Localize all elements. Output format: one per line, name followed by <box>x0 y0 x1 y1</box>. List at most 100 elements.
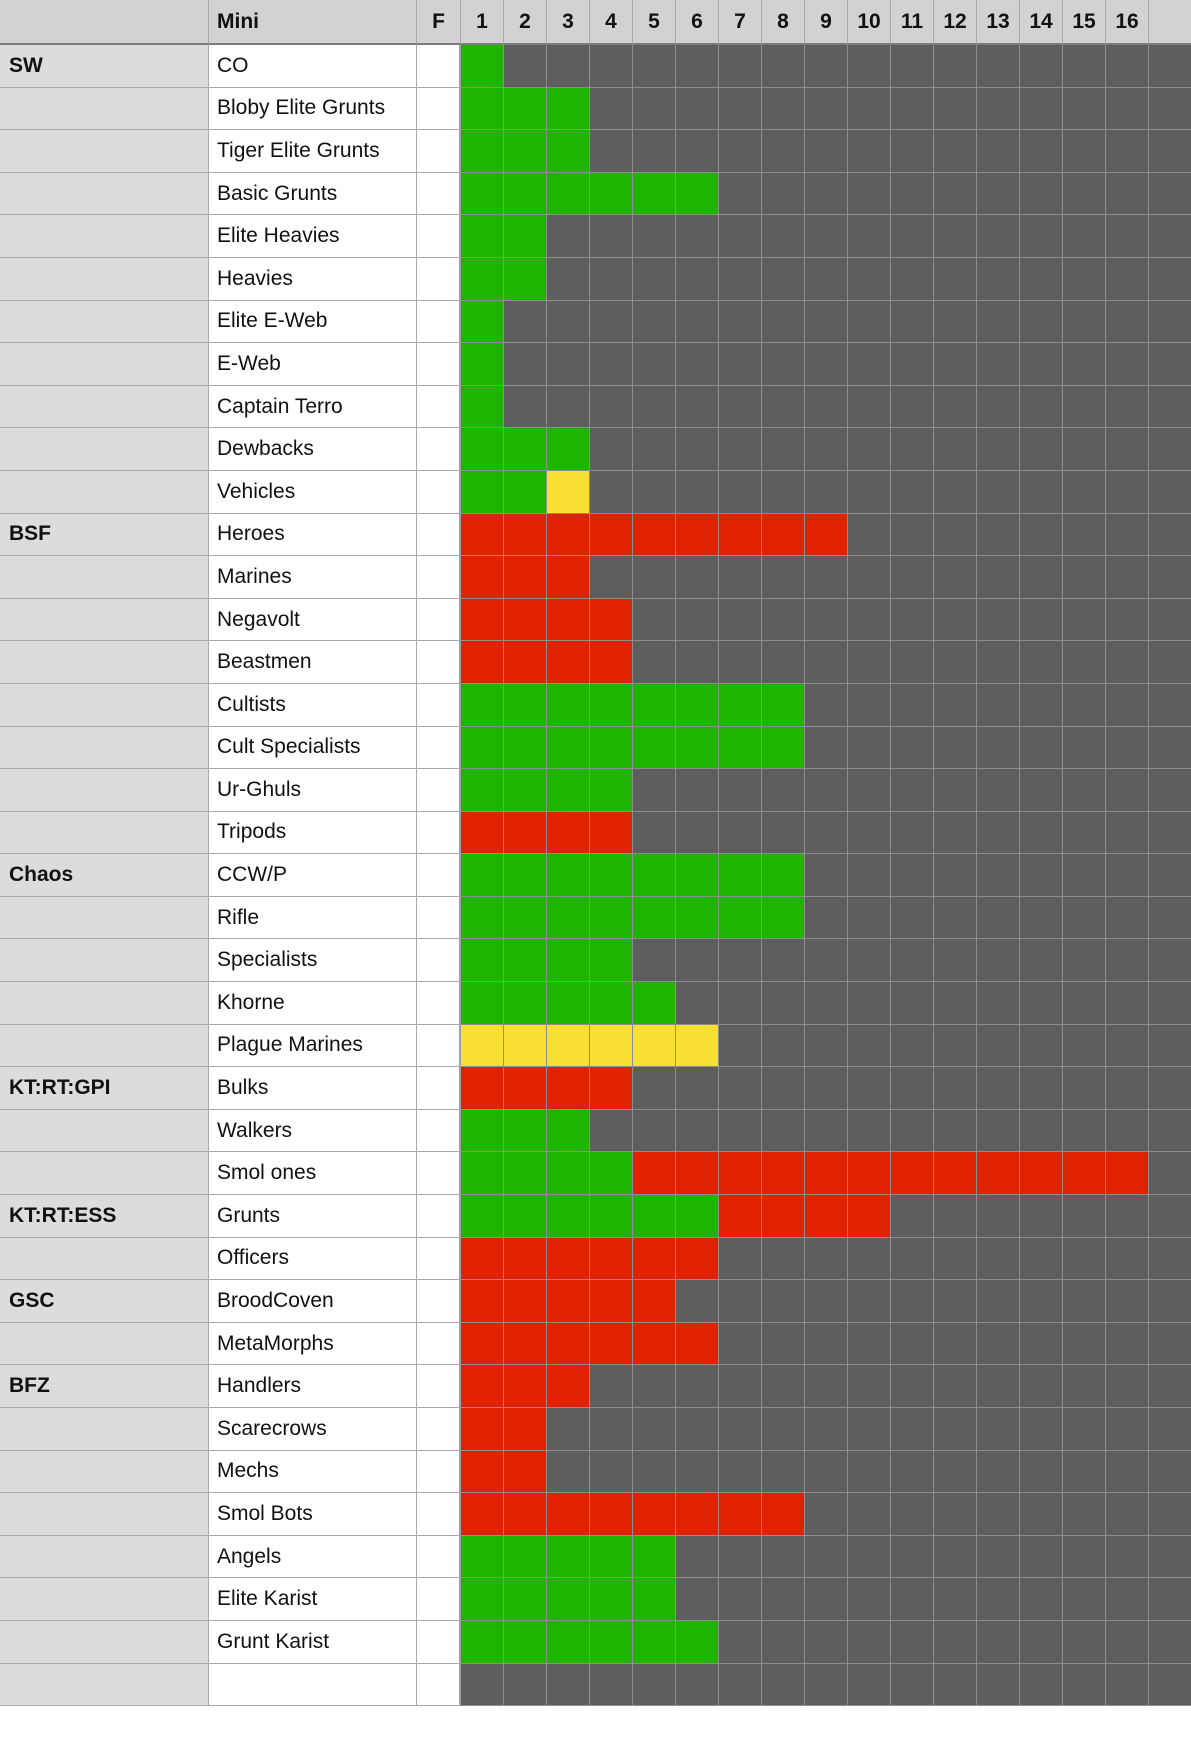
mini-name-cell[interactable]: Elite Heavies <box>209 215 417 258</box>
step-cell[interactable] <box>891 1195 934 1238</box>
step-cell[interactable] <box>676 939 719 983</box>
step-cell[interactable] <box>504 1067 547 1110</box>
step-cell[interactable] <box>547 428 590 471</box>
step-cell[interactable] <box>1020 982 1063 1025</box>
step-cell[interactable] <box>848 385 891 429</box>
step-cell[interactable] <box>547 598 590 642</box>
step-cell[interactable] <box>590 769 633 812</box>
step-cell[interactable] <box>1063 896 1106 940</box>
step-cell[interactable] <box>719 257 762 301</box>
f-cell[interactable] <box>417 87 461 131</box>
step-cell[interactable] <box>633 598 676 642</box>
step-cell[interactable] <box>504 1450 547 1494</box>
step-cell[interactable] <box>590 1663 633 1707</box>
step-cell[interactable] <box>934 811 977 855</box>
step-cell[interactable] <box>1063 428 1106 471</box>
step-cell[interactable] <box>1020 1365 1063 1408</box>
step-cell[interactable] <box>977 1322 1020 1366</box>
group-cell[interactable] <box>0 726 209 770</box>
step-cell[interactable] <box>977 470 1020 514</box>
step-cell[interactable] <box>676 896 719 940</box>
mini-name-cell[interactable]: Grunt Karist <box>209 1620 417 1664</box>
step-cell[interactable] <box>1020 556 1063 599</box>
step-cell[interactable] <box>934 726 977 770</box>
step-cell[interactable] <box>1020 1578 1063 1621</box>
step-cell[interactable] <box>719 343 762 386</box>
step-cell[interactable] <box>1149 1237 1191 1281</box>
step-cell[interactable] <box>1063 1450 1106 1494</box>
step-cell[interactable] <box>590 1450 633 1494</box>
f-cell[interactable] <box>417 556 461 599</box>
f-cell[interactable] <box>417 726 461 770</box>
step-cell[interactable] <box>1063 598 1106 642</box>
step-cell[interactable] <box>848 428 891 471</box>
step-cell[interactable] <box>977 130 1020 173</box>
f-cell[interactable] <box>417 1109 461 1153</box>
step-cell[interactable] <box>762 1195 805 1238</box>
step-cell[interactable] <box>676 343 719 386</box>
group-cell[interactable]: BFZ <box>0 1365 209 1408</box>
step-cell[interactable] <box>461 1450 504 1494</box>
step-cell[interactable] <box>891 428 934 471</box>
step-cell[interactable] <box>590 1493 633 1536</box>
step-cell[interactable] <box>461 1280 504 1323</box>
step-cell[interactable] <box>547 1195 590 1238</box>
step-cell[interactable] <box>461 1067 504 1110</box>
step-cell[interactable] <box>891 215 934 258</box>
step-cell[interactable] <box>1106 598 1149 642</box>
step-cell[interactable] <box>1020 1620 1063 1664</box>
step-cell[interactable] <box>504 1109 547 1153</box>
step-cell[interactable] <box>805 641 848 684</box>
step-cell[interactable] <box>848 1493 891 1536</box>
step-cell[interactable] <box>1020 854 1063 897</box>
step-cell[interactable] <box>504 769 547 812</box>
step-cell[interactable] <box>1063 513 1106 557</box>
step-cell[interactable] <box>1020 1408 1063 1451</box>
step-cell[interactable] <box>719 513 762 557</box>
step-cell[interactable] <box>633 896 676 940</box>
f-cell[interactable] <box>417 641 461 684</box>
step-cell[interactable] <box>719 1322 762 1366</box>
mini-name-cell[interactable]: Smol ones <box>209 1152 417 1196</box>
step-cell[interactable] <box>1106 1237 1149 1281</box>
step-cell[interactable] <box>633 1195 676 1238</box>
step-cell[interactable] <box>590 257 633 301</box>
step-cell[interactable] <box>977 1620 1020 1664</box>
step-cell[interactable] <box>848 1280 891 1323</box>
step-cell[interactable] <box>676 726 719 770</box>
step-cell[interactable] <box>891 1109 934 1153</box>
f-cell[interactable] <box>417 854 461 897</box>
step-cell[interactable] <box>848 215 891 258</box>
step-cell[interactable] <box>504 1365 547 1408</box>
step-cell[interactable] <box>762 257 805 301</box>
step-cell[interactable] <box>805 513 848 557</box>
step-cell[interactable] <box>547 1578 590 1621</box>
step-cell[interactable] <box>676 45 719 88</box>
group-cell[interactable]: KT:RT:ESS <box>0 1195 209 1238</box>
step-cell[interactable] <box>1020 130 1063 173</box>
step-cell[interactable] <box>461 428 504 471</box>
step-cell[interactable] <box>719 811 762 855</box>
step-cell[interactable] <box>719 982 762 1025</box>
step-cell[interactable] <box>504 215 547 258</box>
step-cell[interactable] <box>977 257 1020 301</box>
step-cell[interactable] <box>891 1322 934 1366</box>
step-cell[interactable] <box>676 300 719 344</box>
f-cell[interactable] <box>417 939 461 983</box>
step-cell[interactable] <box>504 513 547 557</box>
step-cell[interactable] <box>719 726 762 770</box>
step-cell[interactable] <box>547 513 590 557</box>
group-cell[interactable] <box>0 1663 209 1707</box>
step-cell[interactable] <box>1020 1024 1063 1068</box>
step-cell[interactable] <box>633 87 676 131</box>
step-cell[interactable] <box>504 598 547 642</box>
step-cell[interactable] <box>719 1024 762 1068</box>
step-cell[interactable] <box>590 1237 633 1281</box>
step-cell[interactable] <box>719 1535 762 1579</box>
step-cell[interactable] <box>1149 172 1191 216</box>
step-cell[interactable] <box>891 1408 934 1451</box>
step-cell[interactable] <box>934 1024 977 1068</box>
step-cell[interactable] <box>633 1535 676 1579</box>
step-cell[interactable] <box>805 428 848 471</box>
step-cell[interactable] <box>1149 556 1191 599</box>
